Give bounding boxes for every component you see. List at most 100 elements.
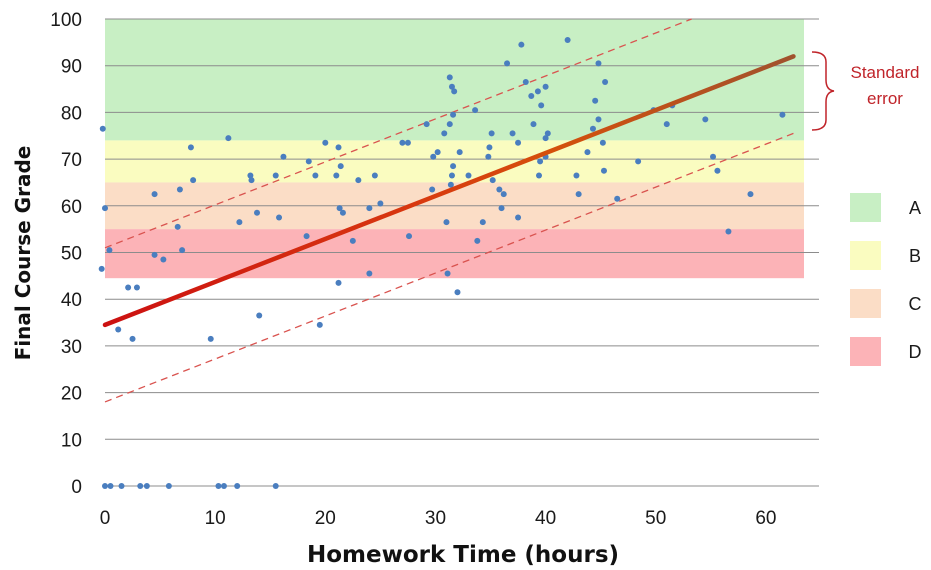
data-point: [515, 139, 522, 146]
data-point: [399, 139, 406, 146]
data-point: [337, 163, 344, 170]
y-tick-label: 0: [71, 477, 82, 498]
data-point: [538, 102, 545, 109]
legend-label-d: D: [909, 342, 922, 362]
y-tick-label: 80: [61, 103, 82, 124]
data-point: [190, 177, 197, 184]
data-point: [496, 186, 503, 193]
data-point: [272, 172, 279, 179]
legend: A B C D: [850, 193, 922, 366]
data-point: [486, 144, 493, 151]
data-point: [404, 139, 411, 146]
y-axis-title: Final Course Grade: [11, 146, 35, 361]
x-tick-label: 0: [100, 508, 111, 529]
data-point: [542, 83, 549, 90]
data-point: [160, 256, 167, 263]
data-point: [600, 167, 607, 174]
legend-swatch-a: [850, 193, 881, 222]
data-point: [272, 483, 279, 489]
data-point: [371, 172, 378, 179]
data-point: [474, 237, 481, 244]
data-point: [446, 74, 453, 81]
data-point: [215, 483, 222, 489]
legend-label-c: C: [909, 294, 922, 314]
data-point: [349, 237, 356, 244]
data-point: [118, 483, 125, 489]
data-point: [500, 191, 507, 198]
data-point: [129, 335, 136, 342]
data-point: [448, 172, 455, 179]
data-point: [472, 107, 479, 114]
data-point: [544, 130, 551, 137]
data-point: [174, 223, 181, 230]
data-point: [575, 191, 582, 198]
data-point: [303, 233, 310, 240]
data-point: [99, 125, 106, 132]
data-point: [528, 93, 535, 100]
x-tick-label: 50: [645, 508, 666, 529]
data-point: [220, 483, 227, 489]
y-tick-label: 20: [61, 384, 82, 405]
data-point: [137, 483, 144, 489]
data-point: [599, 139, 606, 146]
data-point: [725, 228, 732, 235]
data-point: [448, 83, 455, 90]
data-point: [573, 172, 580, 179]
legend-swatch-d: [850, 337, 881, 366]
data-point: [322, 139, 329, 146]
data-point: [589, 125, 596, 132]
y-tick-label: 90: [61, 57, 82, 78]
data-point: [366, 270, 373, 277]
data-point: [280, 153, 287, 160]
data-point: [254, 209, 261, 216]
grade-bands: [105, 19, 804, 279]
data-point: [446, 121, 453, 128]
standard-error-upper-line: [104, 18, 692, 249]
data-point: [98, 265, 105, 272]
y-tick-label: 40: [61, 290, 82, 311]
data-point: [702, 116, 709, 123]
legend-swatch-c: [850, 289, 881, 318]
data-point: [133, 284, 140, 291]
data-point: [187, 144, 194, 151]
data-point: [614, 195, 621, 202]
y-tick-label: 50: [61, 244, 82, 265]
data-point: [444, 270, 451, 277]
legend-label-b: B: [909, 246, 921, 266]
data-point: [248, 177, 255, 184]
x-tick-label: 60: [755, 508, 776, 529]
data-point: [595, 60, 602, 67]
y-tick-label: 70: [61, 150, 82, 171]
data-point: [518, 41, 525, 48]
data-point: [102, 483, 108, 489]
data-point: [498, 205, 505, 212]
data-point: [663, 121, 670, 128]
x-axis-title: Homework Time (hours): [307, 542, 619, 568]
data-points: [98, 37, 786, 489]
x-tick-label: 40: [535, 508, 556, 529]
data-point: [451, 88, 458, 95]
gridlines: [105, 18, 819, 487]
data-point: [542, 135, 549, 142]
standard-error-bracket: [811, 51, 835, 131]
y-tick-label: 60: [61, 197, 82, 218]
x-tick-label: 20: [315, 508, 336, 529]
data-point: [584, 149, 591, 156]
data-point: [179, 247, 186, 254]
data-point: [509, 130, 516, 137]
data-point: [488, 130, 495, 137]
y-tick-label: 10: [61, 430, 82, 451]
data-point: [305, 158, 312, 165]
data-point: [333, 172, 340, 179]
data-point: [479, 219, 486, 226]
data-point: [450, 111, 457, 118]
data-point: [316, 321, 323, 328]
data-point: [102, 205, 108, 212]
data-point: [504, 60, 511, 67]
data-point: [443, 219, 450, 226]
y-tick-label: 100: [50, 10, 82, 31]
data-point: [429, 186, 436, 193]
standard-error-lines: [104, 18, 794, 403]
data-point: [236, 219, 243, 226]
